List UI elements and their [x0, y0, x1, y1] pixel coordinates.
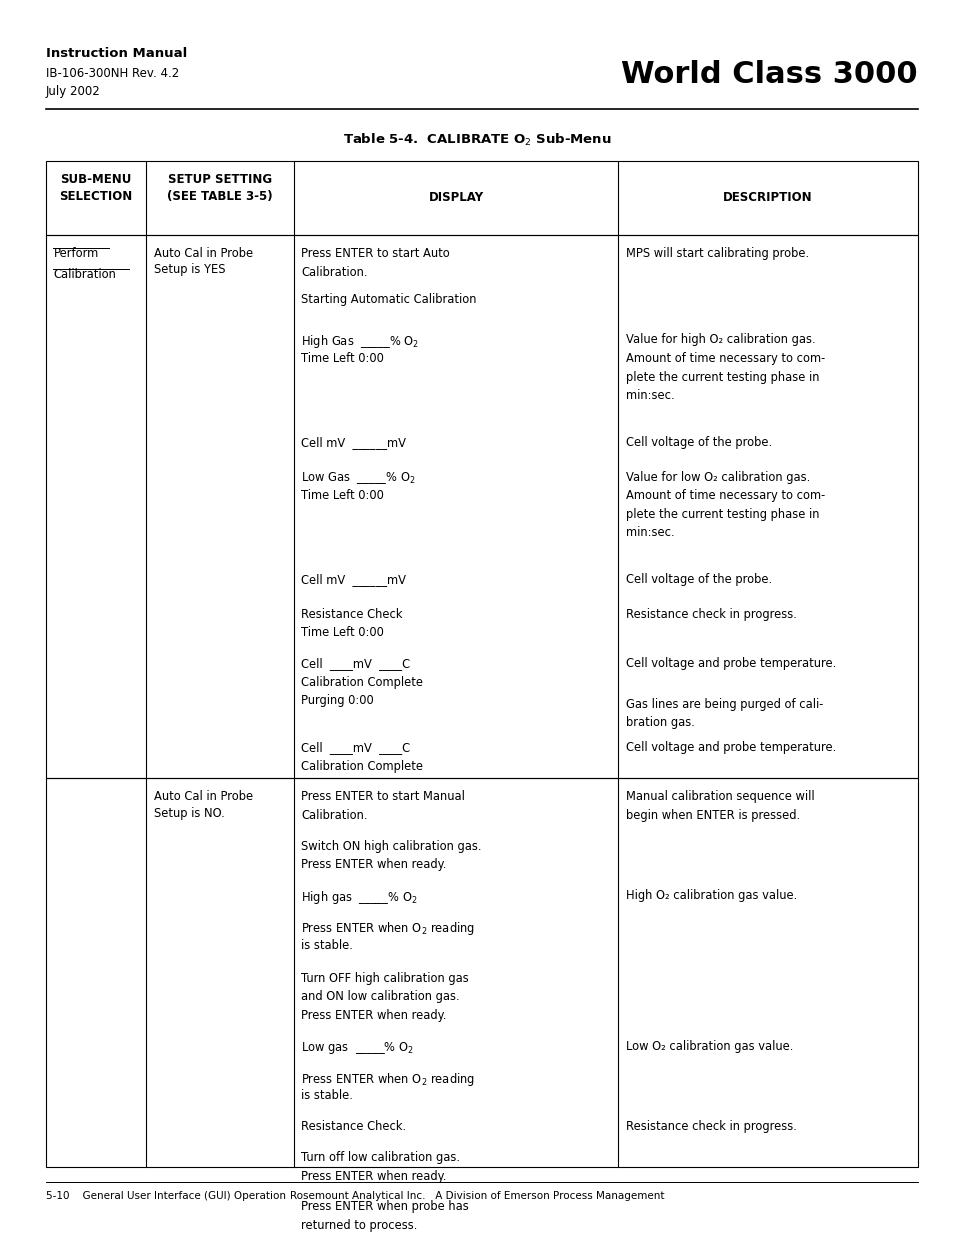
Text: min:sec.: min:sec.	[625, 526, 674, 540]
Text: DESCRIPTION: DESCRIPTION	[722, 191, 812, 204]
Text: Purging 0:00: Purging 0:00	[301, 694, 374, 708]
Text: plete the current testing phase in: plete the current testing phase in	[625, 370, 819, 384]
Text: High Gas  _____% O$_2$: High Gas _____% O$_2$	[301, 333, 419, 351]
Text: SUB-MENU
SELECTION: SUB-MENU SELECTION	[59, 173, 132, 203]
Text: returned to process.: returned to process.	[301, 1219, 417, 1233]
Bar	[46, 161, 917, 235]
Text: Time Left 0:00: Time Left 0:00	[301, 352, 384, 366]
Text: bration gas.: bration gas.	[625, 716, 694, 730]
Text: Low O₂ calibration gas value.: Low O₂ calibration gas value.	[625, 1040, 792, 1053]
Text: MPS will start calibrating probe.: MPS will start calibrating probe.	[625, 247, 808, 261]
Text: begin when ENTER is pressed.: begin when ENTER is pressed.	[625, 809, 800, 823]
Text: Amount of time necessary to com-: Amount of time necessary to com-	[625, 489, 824, 503]
Text: Time Left 0:00: Time Left 0:00	[301, 489, 384, 503]
Text: Gas lines are being purged of cali-: Gas lines are being purged of cali-	[625, 698, 822, 711]
Text: Calibration Complete: Calibration Complete	[301, 760, 423, 773]
Text: Cell voltage of the probe.: Cell voltage of the probe.	[625, 573, 771, 587]
Text: July 2002: July 2002	[46, 85, 100, 99]
Text: Press ENTER when ready.: Press ENTER when ready.	[301, 1170, 446, 1183]
Text: Cell mV  ______mV: Cell mV ______mV	[301, 573, 406, 587]
Text: Switch ON high calibration gas.: Switch ON high calibration gas.	[301, 840, 481, 853]
Text: High O₂ calibration gas value.: High O₂ calibration gas value.	[625, 889, 797, 903]
Text: Value for high O₂ calibration gas.: Value for high O₂ calibration gas.	[625, 333, 815, 347]
Text: Low gas  _____% O$_2$: Low gas _____% O$_2$	[301, 1040, 414, 1056]
Text: Rosemount Analytical Inc.   A Division of Emerson Process Management: Rosemount Analytical Inc. A Division of …	[290, 1191, 663, 1200]
Text: Manual calibration sequence will: Manual calibration sequence will	[625, 790, 814, 804]
Text: min:sec.: min:sec.	[625, 389, 674, 403]
Text: Press ENTER to start Auto: Press ENTER to start Auto	[301, 247, 450, 261]
Text: Resistance check in progress.: Resistance check in progress.	[625, 1120, 796, 1134]
Text: Resistance Check.: Resistance Check.	[301, 1120, 406, 1134]
Text: Resistance Check: Resistance Check	[301, 608, 402, 621]
Text: Auto Cal in Probe
Setup is NO.: Auto Cal in Probe Setup is NO.	[153, 790, 253, 820]
Text: is stable.: is stable.	[301, 939, 353, 952]
Text: Press ENTER when ready.: Press ENTER when ready.	[301, 858, 446, 872]
Text: Press ENTER when probe has: Press ENTER when probe has	[301, 1200, 469, 1214]
Text: Cell voltage and probe temperature.: Cell voltage and probe temperature.	[625, 657, 835, 671]
Text: Starting Automatic Calibration: Starting Automatic Calibration	[301, 293, 476, 306]
Text: Table 5-4.  CALIBRATE O$_2$ Sub-Menu: Table 5-4. CALIBRATE O$_2$ Sub-Menu	[342, 132, 611, 148]
Text: Calibration.: Calibration.	[301, 809, 368, 823]
Text: Calibration: Calibration	[53, 268, 116, 282]
Text: Instruction Manual: Instruction Manual	[46, 47, 187, 61]
Text: and ON low calibration gas.: and ON low calibration gas.	[301, 990, 459, 1004]
Text: Resistance check in progress.: Resistance check in progress.	[625, 608, 796, 621]
Text: is stable.: is stable.	[301, 1089, 353, 1103]
Bar	[46, 778, 917, 1167]
Text: Press ENTER to start Manual: Press ENTER to start Manual	[301, 790, 465, 804]
Text: Calibration.: Calibration.	[301, 266, 368, 279]
Text: World Class 3000: World Class 3000	[620, 59, 917, 89]
Text: SETUP SETTING
(SEE TABLE 3-5): SETUP SETTING (SEE TABLE 3-5)	[167, 173, 273, 203]
Bar	[46, 235, 917, 778]
Text: Calibration Complete: Calibration Complete	[301, 676, 423, 689]
Text: 5-10    General User Interface (GUI) Operation: 5-10 General User Interface (GUI) Operat…	[46, 1191, 286, 1200]
Text: Amount of time necessary to com-: Amount of time necessary to com-	[625, 352, 824, 366]
Text: Turn OFF high calibration gas: Turn OFF high calibration gas	[301, 972, 469, 986]
Text: High gas  _____% O$_2$: High gas _____% O$_2$	[301, 889, 417, 906]
Text: Perform: Perform	[53, 247, 98, 261]
Text: plete the current testing phase in: plete the current testing phase in	[625, 508, 819, 521]
Text: DISPLAY: DISPLAY	[428, 191, 483, 204]
Text: Turn off low calibration gas.: Turn off low calibration gas.	[301, 1151, 460, 1165]
Text: Press ENTER when O$_2$ reading: Press ENTER when O$_2$ reading	[301, 920, 475, 937]
Text: Auto Cal in Probe
Setup is YES: Auto Cal in Probe Setup is YES	[153, 247, 253, 277]
Text: Value for low O₂ calibration gas.: Value for low O₂ calibration gas.	[625, 471, 809, 484]
Text: Cell  ____mV  ____C: Cell ____mV ____C	[301, 657, 410, 671]
Text: Low Gas  _____% O$_2$: Low Gas _____% O$_2$	[301, 471, 416, 487]
Text: Time Left 0:00: Time Left 0:00	[301, 626, 384, 640]
Text: Press ENTER when ready.: Press ENTER when ready.	[301, 1009, 446, 1023]
Text: Cell voltage of the probe.: Cell voltage of the probe.	[625, 436, 771, 450]
Text: Press ENTER when O$_2$ reading: Press ENTER when O$_2$ reading	[301, 1071, 475, 1088]
Text: IB-106-300NH Rev. 4.2: IB-106-300NH Rev. 4.2	[46, 67, 179, 80]
Text: Cell  ____mV  ____C: Cell ____mV ____C	[301, 741, 410, 755]
Text: Cell mV  ______mV: Cell mV ______mV	[301, 436, 406, 450]
Text: Cell voltage and probe temperature.: Cell voltage and probe temperature.	[625, 741, 835, 755]
